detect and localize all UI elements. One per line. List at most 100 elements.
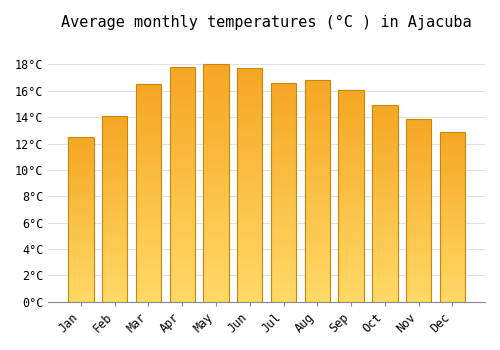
Bar [102,147,128,149]
Bar [271,265,296,267]
Bar [68,181,94,183]
Bar [372,243,398,245]
Bar [372,168,398,170]
Bar [204,280,229,283]
Bar [237,76,262,78]
Bar [338,176,364,178]
Bar [68,148,94,150]
Bar [304,222,330,224]
Bar [237,141,262,143]
Bar [406,216,431,217]
Bar [136,256,161,258]
Bar [170,107,195,109]
Bar [338,191,364,194]
Bar [170,222,195,224]
Title: Average monthly temperatures (°C ) in Ajacuba: Average monthly temperatures (°C ) in Aj… [62,15,472,30]
Bar [204,121,229,124]
Bar [304,129,330,131]
Bar [204,245,229,247]
Bar [440,145,465,147]
Bar [440,234,465,235]
Bar [237,110,262,113]
Bar [170,292,195,295]
Bar [204,235,229,238]
Bar [338,126,364,128]
Bar [440,254,465,256]
Bar [102,192,128,194]
Bar [338,289,364,291]
Bar [406,287,431,289]
Bar [136,265,161,267]
Bar [440,237,465,239]
Bar [170,81,195,84]
Bar [304,147,330,149]
Bar [304,240,330,242]
Bar [338,151,364,153]
Bar [372,198,398,199]
Bar [102,274,128,276]
Bar [68,234,94,236]
Bar [204,152,229,155]
Bar [204,223,229,226]
Bar [237,152,262,155]
Bar [338,121,364,124]
Bar [338,278,364,280]
Bar [136,145,161,147]
Bar [170,69,195,72]
Bar [338,244,364,246]
Bar [271,164,296,166]
Bar [271,116,296,118]
Bar [338,111,364,113]
Bar [440,186,465,188]
Bar [271,251,296,253]
Bar [271,256,296,258]
Bar [170,224,195,226]
Bar [338,225,364,228]
Bar [271,190,296,192]
Bar [237,187,262,190]
Bar [440,191,465,193]
Bar [102,218,128,220]
Bar [170,109,195,112]
Bar [136,167,161,169]
Bar [237,108,262,110]
Bar [440,281,465,283]
Bar [68,274,94,275]
Bar [304,116,330,118]
Bar [406,166,431,168]
Bar [102,155,128,157]
Bar [136,193,161,195]
Bar [136,182,161,184]
Bar [406,280,431,281]
Bar [372,260,398,262]
Bar [271,223,296,225]
Bar [338,236,364,238]
Bar [338,160,364,162]
Bar [136,169,161,171]
Bar [237,257,262,260]
Bar [68,260,94,262]
Bar [372,172,398,174]
Bar [271,232,296,234]
Bar [372,148,398,150]
Bar [271,92,296,94]
Bar [372,274,398,276]
Bar [170,95,195,98]
Bar [170,189,195,191]
Bar [271,87,296,90]
Bar [237,234,262,236]
Bar [304,162,330,164]
Bar [204,193,229,195]
Bar [271,183,296,186]
Bar [170,156,195,159]
Bar [406,206,431,208]
Bar [271,243,296,245]
Bar [136,99,161,102]
Bar [237,69,262,71]
Bar [204,136,229,138]
Bar [406,148,431,150]
Bar [271,271,296,273]
Bar [237,225,262,227]
Bar [304,288,330,290]
Bar [406,170,431,172]
